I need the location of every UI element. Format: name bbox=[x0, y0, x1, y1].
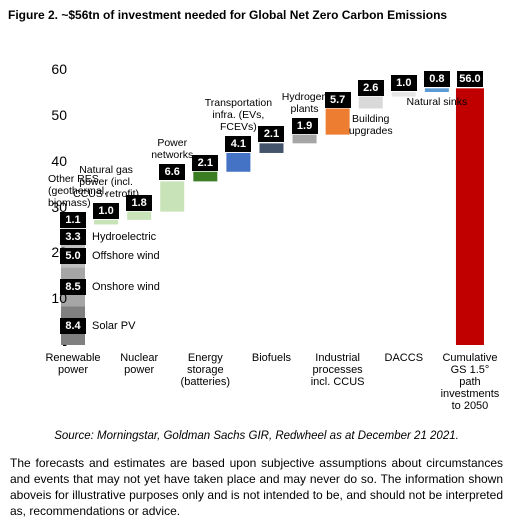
bar bbox=[127, 211, 152, 220]
y-tick-label: 40 bbox=[51, 152, 67, 169]
x-tick-label: Nuclear power bbox=[120, 352, 159, 376]
source-note: Source: Morningstar, Goldman Sachs GIR, … bbox=[54, 430, 459, 442]
y-tick-label: 30 bbox=[51, 198, 67, 215]
bar bbox=[292, 134, 317, 144]
bar bbox=[455, 88, 484, 345]
value-label: 5.7 bbox=[324, 91, 351, 108]
segment-name: Hydroelectric bbox=[92, 231, 157, 244]
bar bbox=[160, 181, 185, 212]
value-label: 2.1 bbox=[258, 126, 285, 143]
bar bbox=[259, 143, 284, 153]
value-label: 4.1 bbox=[225, 135, 252, 152]
x-tick-label: DACCS bbox=[384, 352, 424, 364]
bar bbox=[391, 92, 416, 97]
x-tick-label: Industrial processes incl. CCUS bbox=[310, 352, 365, 388]
value-label: 5.0 bbox=[60, 248, 86, 265]
bar bbox=[424, 88, 449, 92]
segment-name: Solar PV bbox=[92, 319, 136, 332]
bar bbox=[193, 171, 218, 182]
annotation: Hydrogen plants bbox=[281, 90, 328, 115]
value-label: 1.9 bbox=[291, 117, 318, 134]
x-tick-label: Energy storage (batteries) bbox=[180, 352, 231, 388]
value-label: 8.4 bbox=[60, 317, 86, 334]
annotation: Natural gas power (incl. CCUS retrofit) bbox=[73, 163, 140, 200]
value-label: 2.6 bbox=[357, 79, 384, 96]
disclaimer: The forecasts and estimates are based up… bbox=[10, 456, 503, 518]
value-label: 1.8 bbox=[126, 194, 153, 211]
value-label: 1.0 bbox=[93, 202, 120, 219]
value-label: 56.0 bbox=[456, 71, 483, 88]
value-label: 1.1 bbox=[60, 212, 86, 229]
value-label: 6.6 bbox=[159, 164, 186, 181]
bar bbox=[94, 219, 119, 225]
segment-name: Offshore wind bbox=[92, 250, 160, 263]
x-tick-label: Cumulative GS 1.5° path investments to 2… bbox=[440, 352, 500, 412]
value-label: 8.5 bbox=[60, 279, 86, 296]
annotation: Power networks bbox=[151, 137, 194, 162]
value-label: 3.3 bbox=[60, 229, 86, 246]
x-tick-label: Renewable power bbox=[45, 352, 101, 376]
bar bbox=[325, 108, 350, 135]
bar bbox=[358, 96, 383, 109]
annotation: Natural sinks bbox=[406, 96, 468, 108]
segment-name: Other RES (geothermal, biomass) bbox=[48, 173, 107, 210]
value-label: 1.0 bbox=[390, 75, 417, 91]
y-tick-label: - bbox=[62, 336, 67, 352]
bar bbox=[226, 152, 251, 172]
value-label: 0.8 bbox=[423, 71, 450, 88]
x-tick-label: Biofuels bbox=[251, 352, 292, 364]
segment-name: Onshore wind bbox=[92, 281, 160, 294]
annotation: Transportation infra. (EVs, FCEVs) bbox=[204, 96, 273, 133]
y-tick-label: 50 bbox=[51, 106, 67, 123]
value-label: 2.1 bbox=[192, 154, 219, 171]
chart-title: Figure 2. ~$56tn of investment needed fo… bbox=[8, 8, 448, 22]
y-tick-label: 60 bbox=[51, 61, 67, 77]
annotation: Building upgrades bbox=[348, 112, 393, 137]
